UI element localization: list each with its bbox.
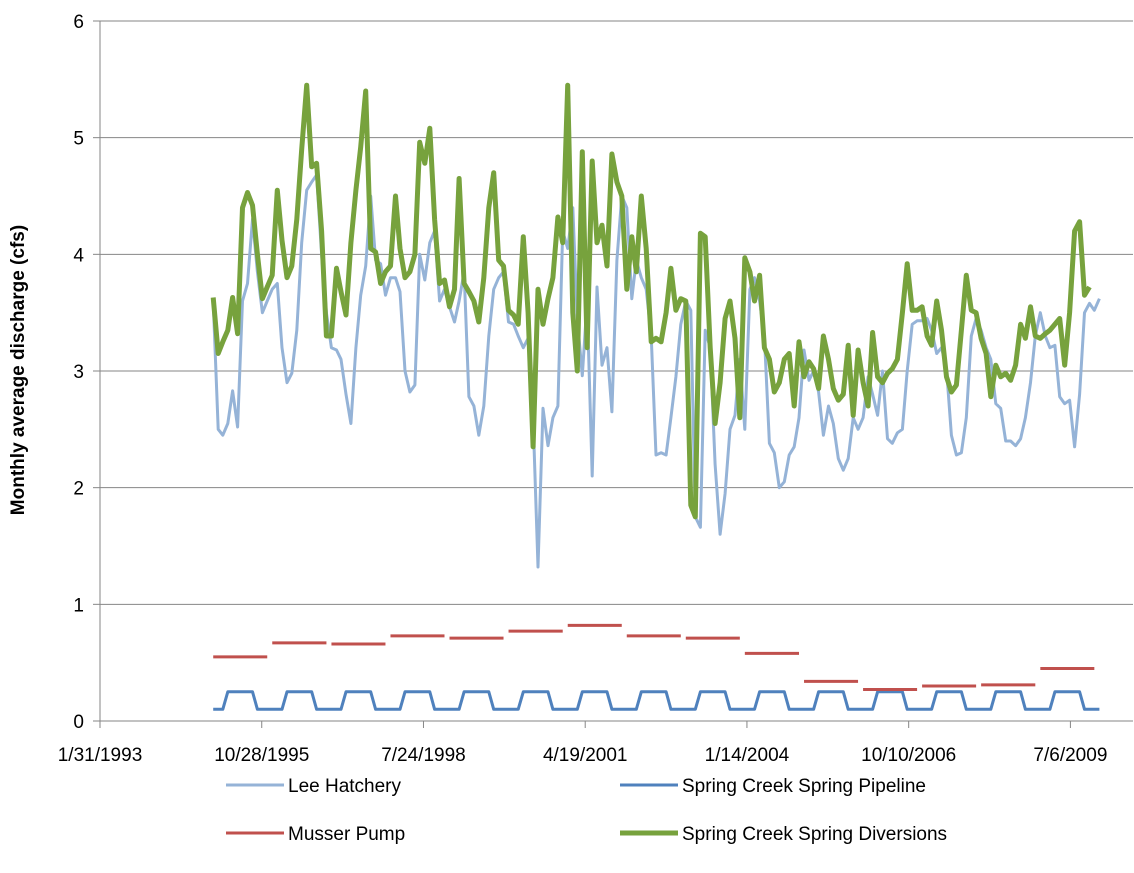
y-tick-label: 0 — [73, 712, 84, 733]
lee-hatchery-line — [211, 173, 1101, 569]
x-tick-label: 7/24/1998 — [381, 745, 466, 766]
x-tick-label: 7/6/2009 — [1033, 745, 1107, 766]
legend-label: Spring Creek Spring Pipeline — [682, 776, 926, 797]
legend-label: Musser Pump — [288, 824, 405, 845]
y-tick-label: 3 — [73, 362, 84, 383]
legend-label: Spring Creek Spring Diversions — [682, 824, 947, 845]
chart-legend: Lee Hatchery Spring Creek Spring Pipeline… — [226, 776, 947, 845]
legend-label: Lee Hatchery — [288, 776, 402, 797]
x-tick-label: 1/14/2004 — [705, 745, 790, 766]
y-tick-label: 6 — [73, 12, 84, 33]
spring-creek-spring-pipeline-line — [213, 690, 1100, 711]
x-tick-label: 10/10/2006 — [861, 745, 956, 766]
x-tick-labels: 1/31/1993 10/28/1995 7/24/1998 4/19/2001 1/1… — [58, 745, 1108, 766]
chart-axes — [93, 20, 1133, 728]
x-tick-label: 10/28/1995 — [214, 745, 309, 766]
x-tick-label: 1/31/1993 — [58, 745, 143, 766]
y-tick-labels: 0 1 2 3 4 5 6 — [73, 12, 84, 733]
y-tick-label: 2 — [73, 479, 84, 500]
x-tick-label: 4/19/2001 — [543, 745, 628, 766]
y-tick-label: 5 — [73, 129, 84, 150]
data-series — [210, 82, 1101, 711]
y-axis-label: Monthly average discharge (cfs) — [8, 225, 29, 515]
y-tick-label: 1 — [73, 595, 84, 616]
y-tick-label: 4 — [73, 245, 84, 266]
spring-creek-spring-diversions-line — [210, 82, 1092, 520]
